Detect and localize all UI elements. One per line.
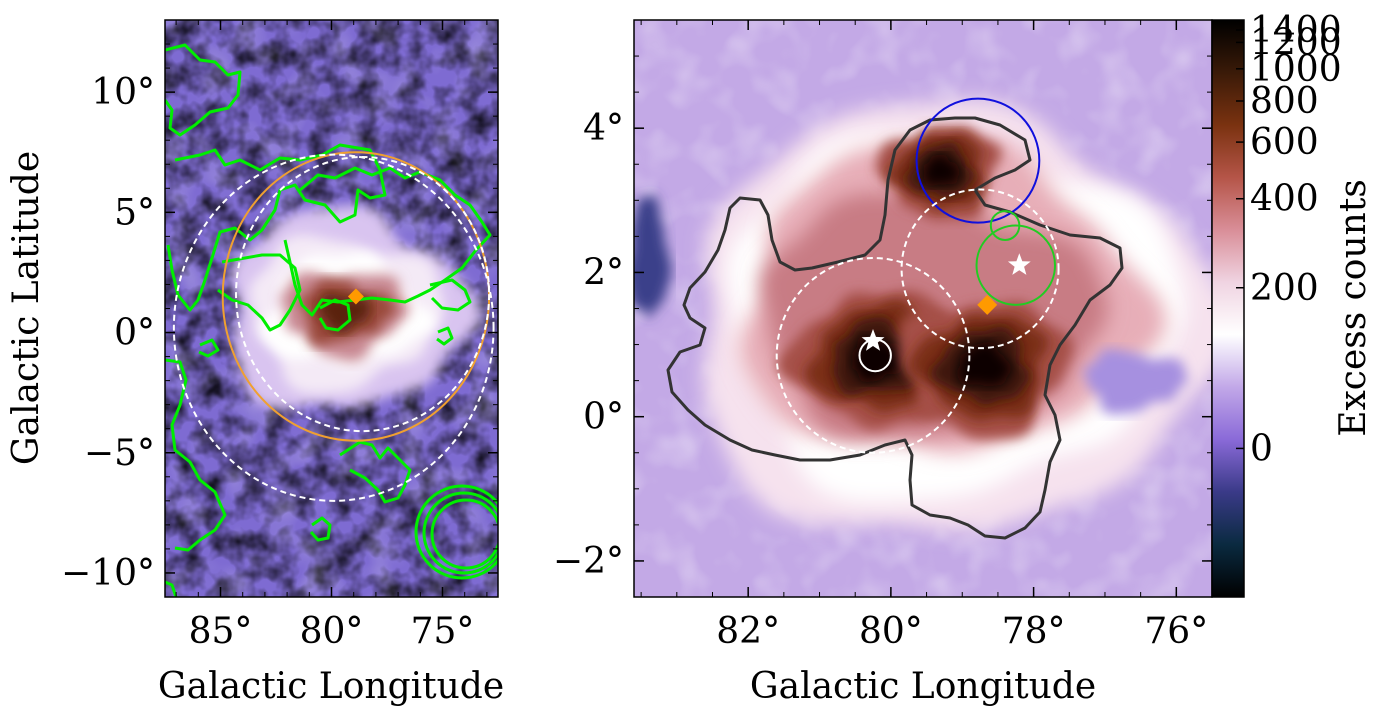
colorbar-tick-label: 800 — [1250, 81, 1319, 122]
right-xtick-label: 78° — [1002, 611, 1066, 652]
right-diamond-marker — [977, 294, 998, 315]
right-star-marker — [1007, 253, 1031, 275]
right-circle-solid — [975, 224, 1057, 306]
left-green-ring — [430, 498, 498, 570]
colorbar-frame — [1211, 19, 1245, 598]
left-xtick-label: 85° — [189, 611, 253, 652]
right-edge-patch — [1083, 348, 1188, 415]
left-ticks: 85° 80° 75° 10° 5° 0° −5° −10° — [61, 19, 498, 652]
right-hotspot-layer — [851, 335, 906, 383]
right-markers — [861, 253, 1031, 351]
left-circles — [172, 151, 495, 502]
left-xlabel: Galactic Longitude — [158, 666, 504, 706]
left-green-contour — [165, 358, 227, 552]
right-star-marker — [861, 329, 885, 351]
left-ytick-label: 0° — [114, 313, 155, 354]
left-ytick-label: −5° — [84, 433, 155, 474]
right-dark-contour — [666, 116, 1124, 540]
right-circle-solid — [989, 210, 1021, 241]
left-ylabel: Galactic Latitude — [6, 151, 47, 465]
right-xlabel: Galactic Longitude — [750, 666, 1096, 706]
colorbar-tick-label: 1400 — [1250, 10, 1342, 51]
left-ytick-label: −10° — [61, 553, 155, 594]
colorbar-tick-label: 0 — [1250, 428, 1273, 469]
right-ticks: 82° 80° 78° 76° 4° 2° 0° −2° — [553, 19, 1213, 652]
right-emission — [634, 99, 1212, 531]
left-green-contour — [318, 298, 352, 332]
left-green-contour — [339, 440, 412, 504]
right-edge-patch — [634, 194, 672, 318]
colorbar-tick-label: 600 — [1250, 122, 1319, 163]
left-green-contour — [283, 166, 492, 317]
left-xtick-label: 80° — [300, 611, 364, 652]
right-panel: 82° 80° 78° 76° 4° 2° 0° −2° Galactic Longitude — [553, 19, 1213, 706]
left-green-ring — [422, 491, 498, 575]
left-diamond-marker — [347, 288, 364, 305]
left-green-contour — [429, 278, 472, 312]
left-green-contour — [165, 43, 242, 137]
right-ytick-label: 2° — [583, 252, 624, 293]
left-ytick-label: 5° — [114, 192, 155, 233]
right-xtick-label: 80° — [859, 611, 923, 652]
left-green-ring — [414, 484, 498, 580]
right-contours — [666, 116, 1124, 540]
right-xtick-label: 82° — [716, 611, 780, 652]
right-circles — [775, 97, 1060, 454]
left-green-contour — [165, 580, 178, 597]
left-contours — [165, 43, 498, 597]
left-circle-dashed — [235, 156, 491, 433]
left-green-contour — [198, 338, 220, 358]
left-panel: 85° 80° 75° 10° 5° 0° −5° −10° Galactic Longitu… — [6, 19, 504, 706]
right-circle-dashed — [775, 257, 971, 454]
left-ytick-label: 10° — [91, 72, 155, 113]
right-circle-dashed — [900, 188, 1060, 350]
right-circle-solid — [915, 97, 1041, 224]
right-xtick-label: 76° — [1144, 611, 1208, 652]
colorbar-tick-label: 200 — [1250, 268, 1319, 309]
right-ytick-label: 4° — [583, 108, 624, 149]
left-green-contour — [166, 143, 387, 312]
right-ytick-label: 0° — [583, 397, 624, 438]
left-markers — [347, 288, 364, 305]
left-xtick-label: 75° — [411, 611, 475, 652]
colorbar-label: Excess counts — [1333, 179, 1374, 437]
left-circle-dashed — [172, 153, 495, 502]
colorbar-tick-label: 1200 — [1250, 22, 1342, 63]
left-green-contour — [436, 326, 454, 346]
left-green-contour — [309, 516, 332, 542]
right-ytick-label: −2° — [553, 541, 624, 582]
right-hotspot-layer — [923, 154, 962, 187]
colorbar-gradient — [1212, 20, 1244, 597]
colorbar-tick-label: 1000 — [1250, 49, 1342, 90]
left-green-contour — [217, 253, 302, 332]
colorbar-tick-label: 400 — [1250, 179, 1319, 220]
